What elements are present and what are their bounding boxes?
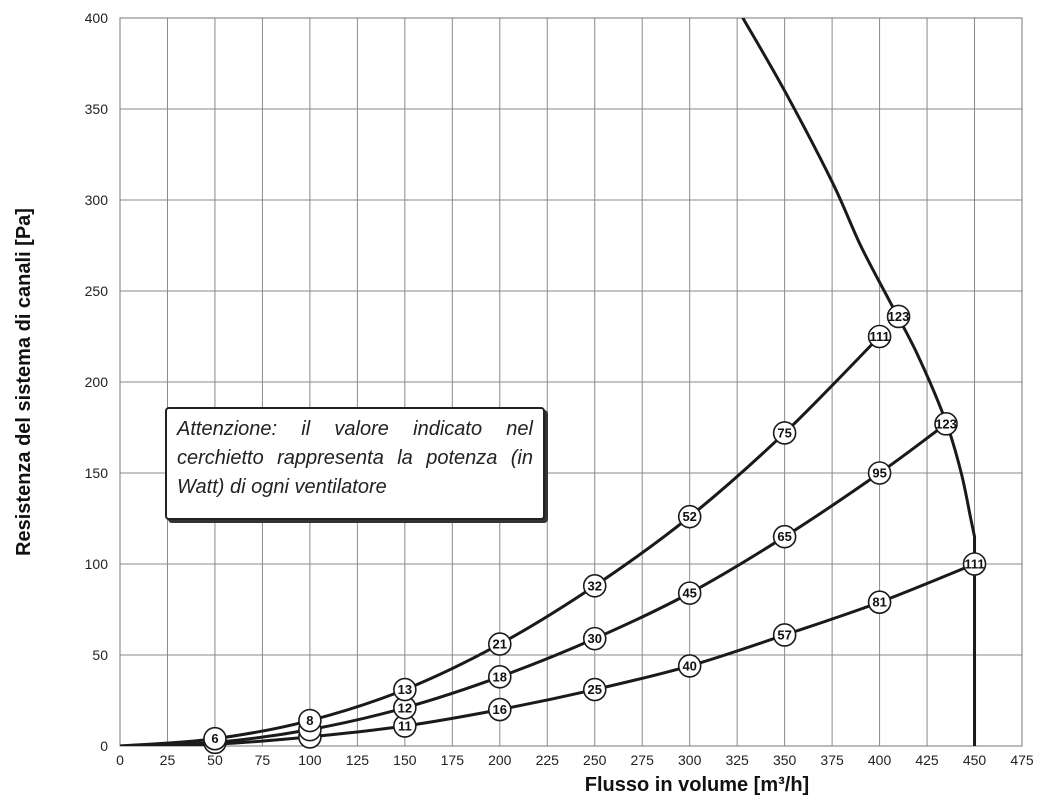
x-tick-label: 425 [915, 752, 939, 768]
y-tick-label: 150 [85, 465, 109, 481]
x-tick-label: 75 [255, 752, 271, 768]
x-tick-label: 300 [678, 752, 702, 768]
data-point-marker [298, 708, 322, 733]
x-tick-label: 325 [725, 752, 749, 768]
x-tick-label: 125 [346, 752, 370, 768]
data-point-marker [677, 504, 702, 529]
data-point-marker [582, 677, 607, 702]
data-point-label: 25 [588, 682, 602, 697]
data-point-label: 45 [682, 586, 696, 601]
x-tick-label: 0 [116, 752, 124, 768]
y-tick-label: 200 [85, 374, 109, 390]
x-tick-label: 50 [207, 752, 223, 768]
data-point-marker [772, 421, 797, 445]
data-point-label: 95 [872, 466, 886, 481]
x-tick-label: 400 [868, 752, 892, 768]
x-tick-label: 175 [441, 752, 465, 768]
data-point-marker [772, 524, 797, 549]
x-tick-label: 450 [963, 752, 987, 768]
data-point-marker [867, 461, 892, 485]
data-point-label: 57 [777, 627, 791, 642]
data-point-marker [582, 626, 607, 651]
data-point-marker [677, 581, 702, 605]
data-point-marker [962, 552, 987, 576]
x-tick-label: 200 [488, 752, 512, 768]
series-line [120, 562, 977, 746]
x-tick-label: 350 [773, 752, 797, 768]
data-point-label: 30 [588, 631, 602, 646]
plot-border [119, 17, 1023, 747]
y-tick-label: 250 [85, 283, 109, 299]
x-tick-label: 250 [583, 752, 607, 768]
data-point-marker [393, 677, 417, 702]
y-tick-label: 0 [100, 738, 108, 754]
x-tick-label: 375 [820, 752, 844, 768]
y-tick-label: 50 [92, 647, 108, 663]
data-point-label: 123 [888, 309, 910, 324]
x-tick-label: 225 [536, 752, 560, 768]
data-point-label: 111 [964, 557, 984, 572]
data-point-marker [203, 726, 227, 751]
y-tick-label: 350 [85, 101, 109, 117]
data-point-label: 123 [935, 416, 957, 431]
data-point-marker [487, 665, 512, 689]
data-point-label: 75 [777, 425, 791, 440]
data-point-label: 32 [588, 578, 602, 593]
y-tick-label: 100 [85, 556, 109, 572]
data-point-marker [867, 590, 892, 615]
y-axis-title: Resistenza del sistema di canali [Pa] [13, 208, 35, 556]
data-point-label: 16 [493, 702, 507, 717]
data-point-marker [867, 324, 892, 349]
x-tick-label: 475 [1010, 752, 1034, 768]
data-point-label: 65 [777, 529, 791, 544]
data-point-label: 11 [398, 718, 412, 733]
data-point-label: 8 [306, 713, 313, 728]
data-point-marker [934, 412, 958, 436]
data-point-label: 18 [493, 669, 507, 684]
x-tick-label: 275 [631, 752, 655, 768]
note-text: Attenzione: il valore indicato nel cerch… [177, 418, 533, 498]
data-point-marker [772, 623, 797, 647]
data-point-marker [487, 697, 512, 722]
note-box: Attenzione: il valore indicato nel cerch… [165, 407, 545, 520]
series-line [120, 422, 948, 746]
y-tick-label: 400 [85, 10, 109, 26]
data-point-marker [677, 654, 702, 678]
x-tick-label: 100 [298, 752, 322, 768]
data-point-marker [886, 304, 911, 329]
data-point-marker [582, 574, 607, 598]
data-point-label: 52 [682, 509, 696, 524]
data-point-marker [487, 632, 512, 656]
data-point-label: 21 [493, 637, 507, 652]
x-tick-label: 25 [160, 752, 176, 768]
data-point-label: 6 [211, 731, 218, 746]
x-axis-title: Flusso in volume [m³/h] [585, 774, 809, 796]
data-point-label: 12 [398, 700, 412, 715]
y-tick-label: 300 [85, 192, 109, 208]
data-point-label: 13 [398, 682, 412, 697]
data-point-label: 81 [872, 595, 886, 610]
data-point-label: 40 [682, 658, 696, 673]
data-point-label: 111 [869, 329, 889, 344]
x-tick-label: 150 [393, 752, 417, 768]
